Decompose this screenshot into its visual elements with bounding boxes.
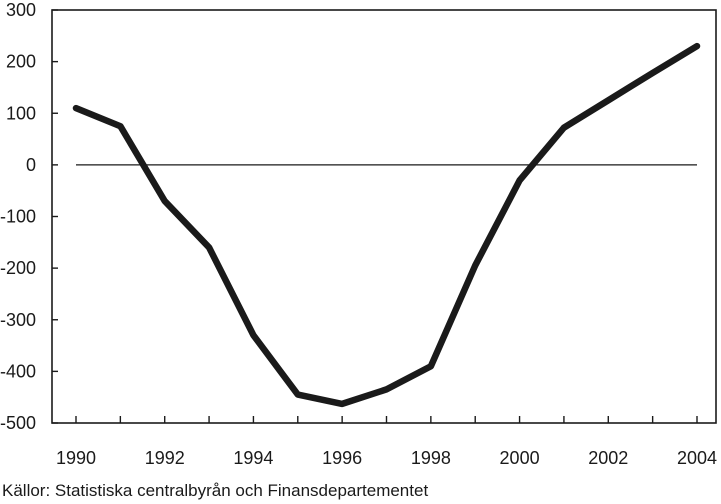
y-tick-label: 100 — [6, 103, 36, 123]
x-tick-label: 1994 — [233, 448, 273, 468]
chart-series — [72, 42, 701, 408]
plot-frame — [51, 9, 717, 424]
x-tick-label: 2004 — [677, 448, 717, 468]
x-tick-label: 1990 — [56, 448, 96, 468]
y-tick-label: -400 — [0, 361, 36, 381]
chart-axes — [51, 9, 717, 424]
y-tick-label: 300 — [6, 0, 36, 20]
x-tick-label: 2002 — [588, 448, 628, 468]
x-tick-labels: 1990 1992 1994 1996 1998 2000 2002 2004 — [56, 448, 717, 468]
x-tick-label: 1992 — [145, 448, 185, 468]
source-note: Källor: Statistiska centralbyrån och Fin… — [2, 481, 429, 500]
y-tick-label: -300 — [0, 310, 36, 330]
y-tick-labels: 300 200 100 0 -100 -200 -300 -400 -500 — [0, 0, 36, 433]
series-line — [72, 42, 701, 408]
x-tick-label: 1996 — [322, 448, 362, 468]
y-tick-label: -500 — [0, 413, 36, 433]
y-tick-label: 200 — [6, 52, 36, 72]
x-tick-label: 2000 — [500, 448, 540, 468]
x-tick-label: 1998 — [411, 448, 451, 468]
y-tick-label: -100 — [0, 207, 36, 227]
y-tick-label: -200 — [0, 258, 36, 278]
y-tick-label: 0 — [26, 155, 36, 175]
